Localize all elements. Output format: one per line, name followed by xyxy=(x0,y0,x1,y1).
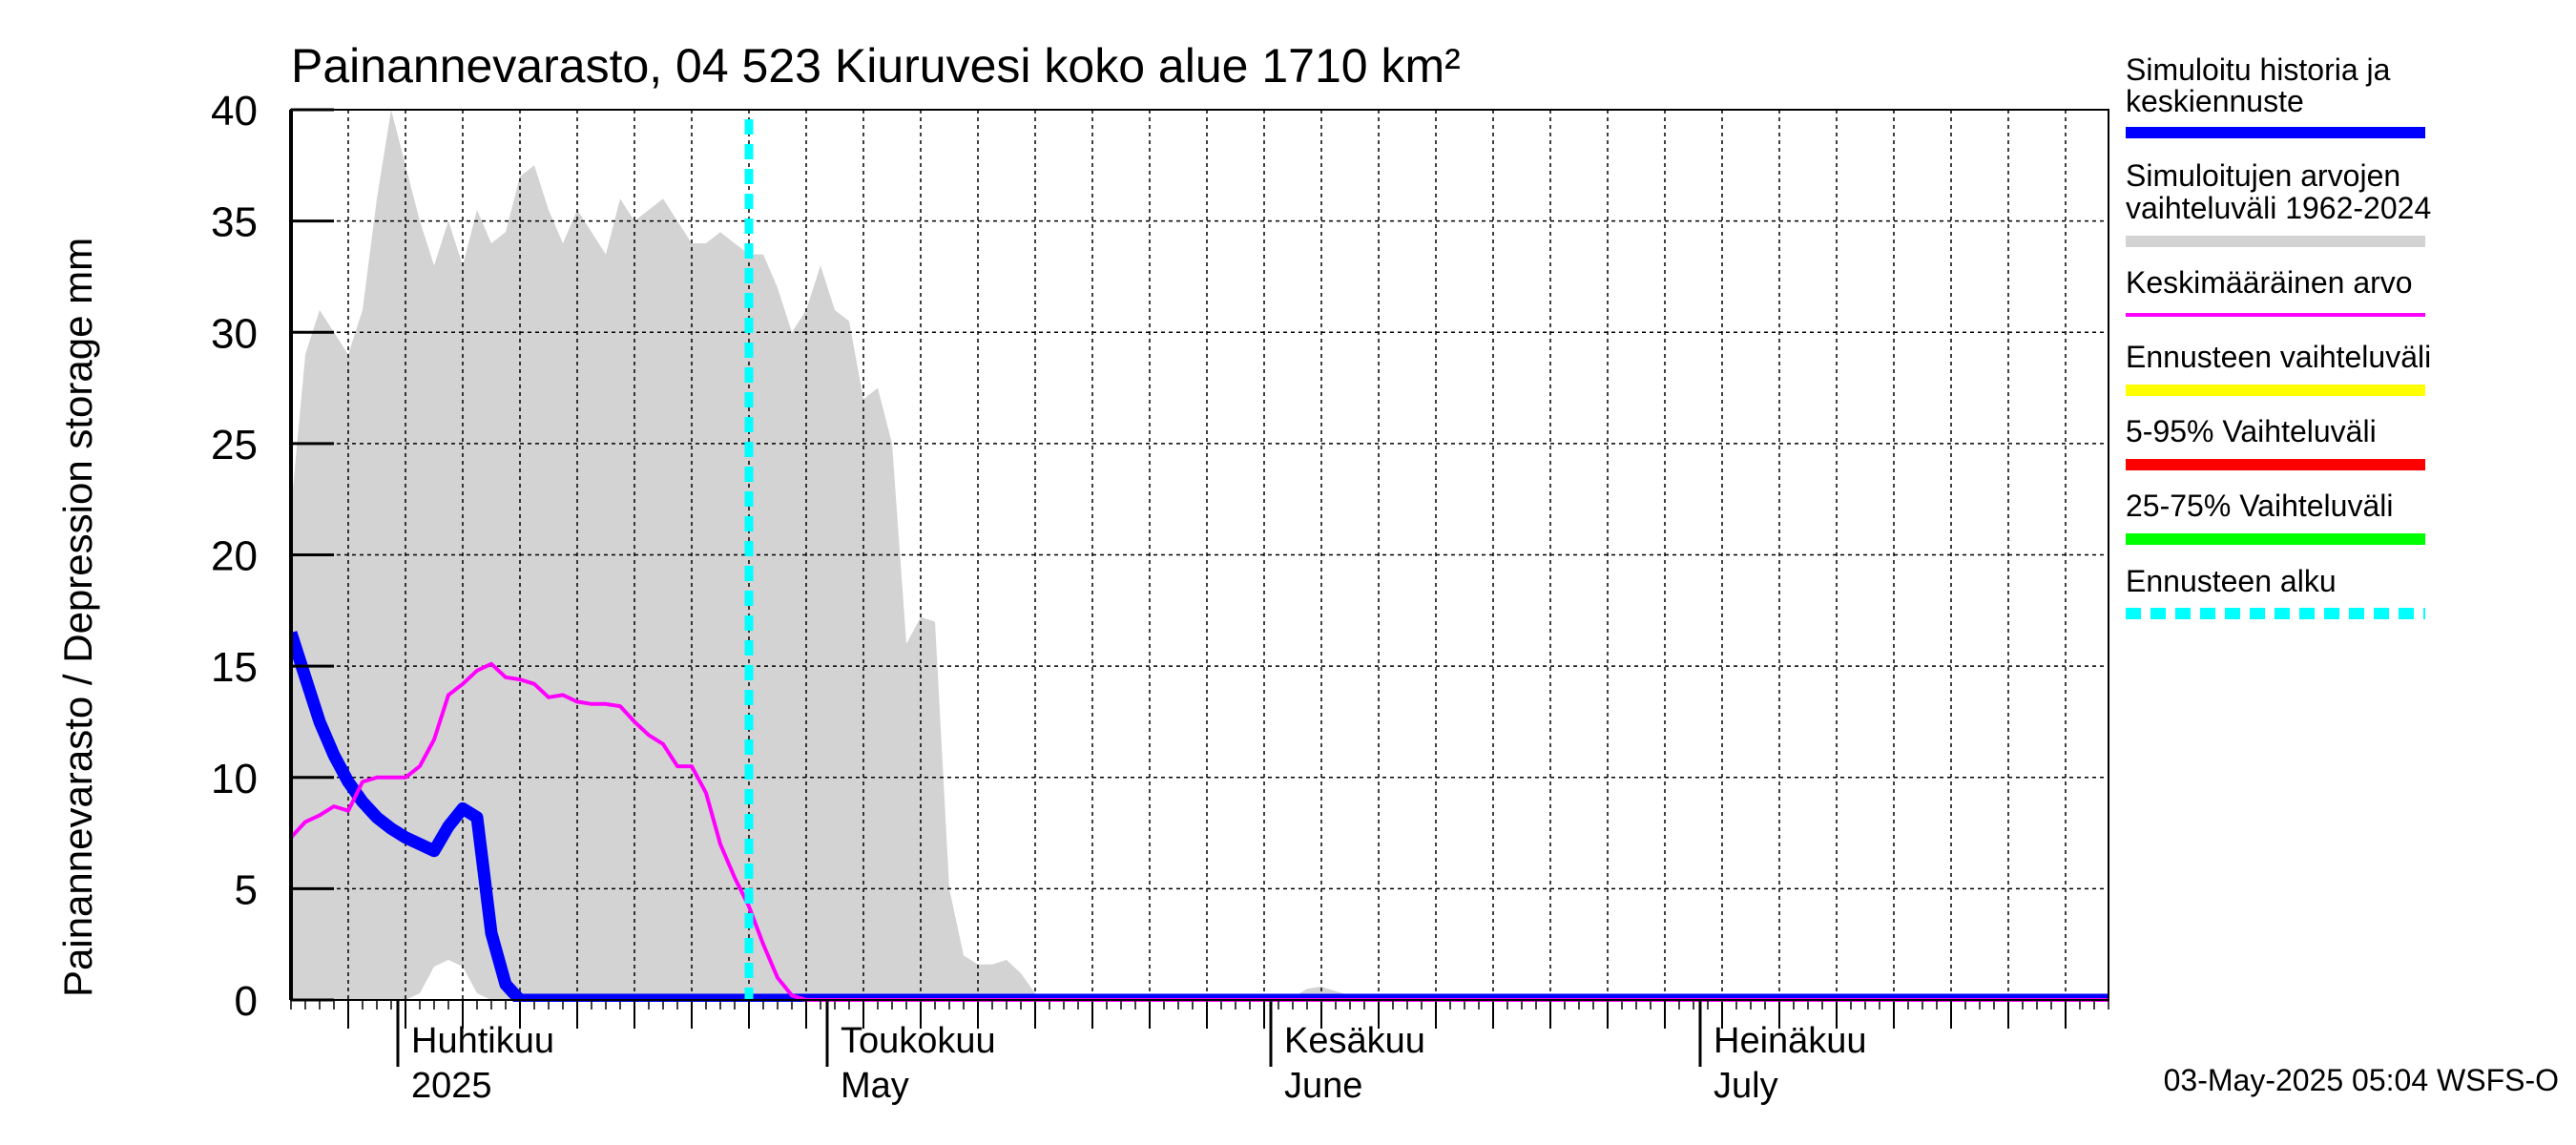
y-tick-label: 15 xyxy=(211,644,258,691)
y-tick-label: 5 xyxy=(235,866,258,913)
y-ticks: 0 5 10 15 20 25 30 35 40 xyxy=(211,88,258,1025)
y-tick-label: 30 xyxy=(211,310,258,357)
legend-label: Simuloitujen arvojen xyxy=(2126,158,2400,193)
month-label-fi: Kesäkuu xyxy=(1284,1021,1425,1061)
month-label-en: June xyxy=(1284,1066,1362,1106)
series-layer xyxy=(291,119,2109,1002)
legend-label: 5-95% Vaihteluväli xyxy=(2126,414,2377,448)
month-label-fi: Huhtikuu xyxy=(411,1021,554,1061)
footer-timestamp: 03-May-2025 05:04 WSFS-O xyxy=(2164,1063,2559,1097)
y-tick-label: 10 xyxy=(211,756,258,802)
month-label-en: May xyxy=(841,1066,909,1106)
history-series-line xyxy=(291,631,2109,1002)
legend-label: Keskimääräinen arvo xyxy=(2126,265,2413,300)
mean-series-line xyxy=(291,661,2109,1002)
y-tick-label: 40 xyxy=(211,88,258,135)
month-label-fi: Heinäkuu xyxy=(1714,1021,1867,1061)
month-label-fi: Toukokuu xyxy=(841,1021,996,1061)
legend-label: 25-75% Vaihteluväli xyxy=(2126,489,2393,523)
y-tick-label: 25 xyxy=(211,422,258,468)
y-axis-label: Painannevarasto / Depression storage mm xyxy=(55,238,100,997)
month-labels: Huhtikuu 2025 Toukokuu May Kesäkuu June Heinäk… xyxy=(411,1021,1867,1106)
axes-layer xyxy=(289,108,2109,1067)
month-label-en: July xyxy=(1714,1066,1778,1106)
y-tick-label: 0 xyxy=(235,978,258,1025)
legend-label: keskiennuste xyxy=(2126,84,2304,118)
month-label-en: 2025 xyxy=(411,1066,492,1106)
y-tick-label: 20 xyxy=(211,533,258,580)
legend-label: Ennusteen alku xyxy=(2126,564,2337,598)
legend-label: Simuloitu historia ja xyxy=(2126,52,2391,87)
y-tick-label: 35 xyxy=(211,199,258,246)
chart-title: Painannevarasto, 04 523 Kiuruvesi koko a… xyxy=(291,39,1461,93)
legend-label: vaihteluväli 1962-2024 xyxy=(2126,191,2431,225)
legend-label: Ennusteen vaihteluväli xyxy=(2126,340,2431,374)
